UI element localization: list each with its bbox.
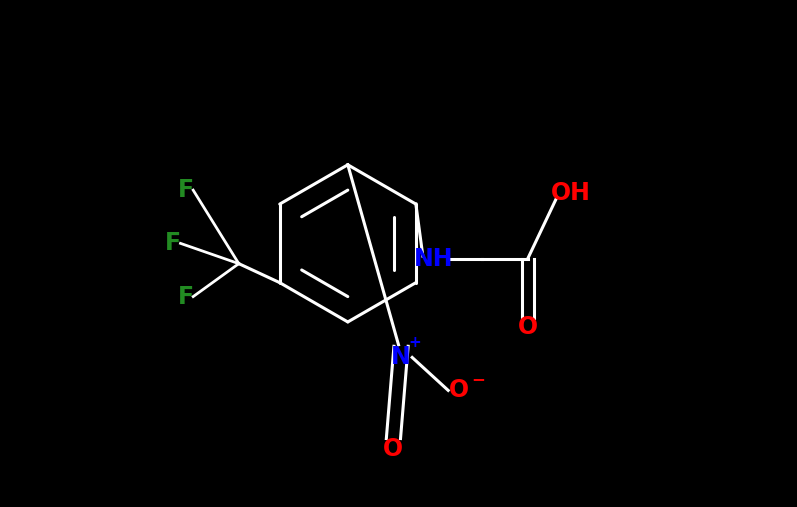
Text: +: + [409,335,422,350]
Text: OH: OH [551,180,591,205]
Text: O: O [383,437,403,461]
Text: F: F [178,284,194,309]
Text: −: − [472,370,485,388]
Text: F: F [178,178,194,202]
Text: O: O [518,315,538,339]
Text: NH: NH [414,246,453,271]
Text: N: N [391,345,411,370]
Text: O: O [450,378,469,403]
Text: F: F [165,231,181,256]
